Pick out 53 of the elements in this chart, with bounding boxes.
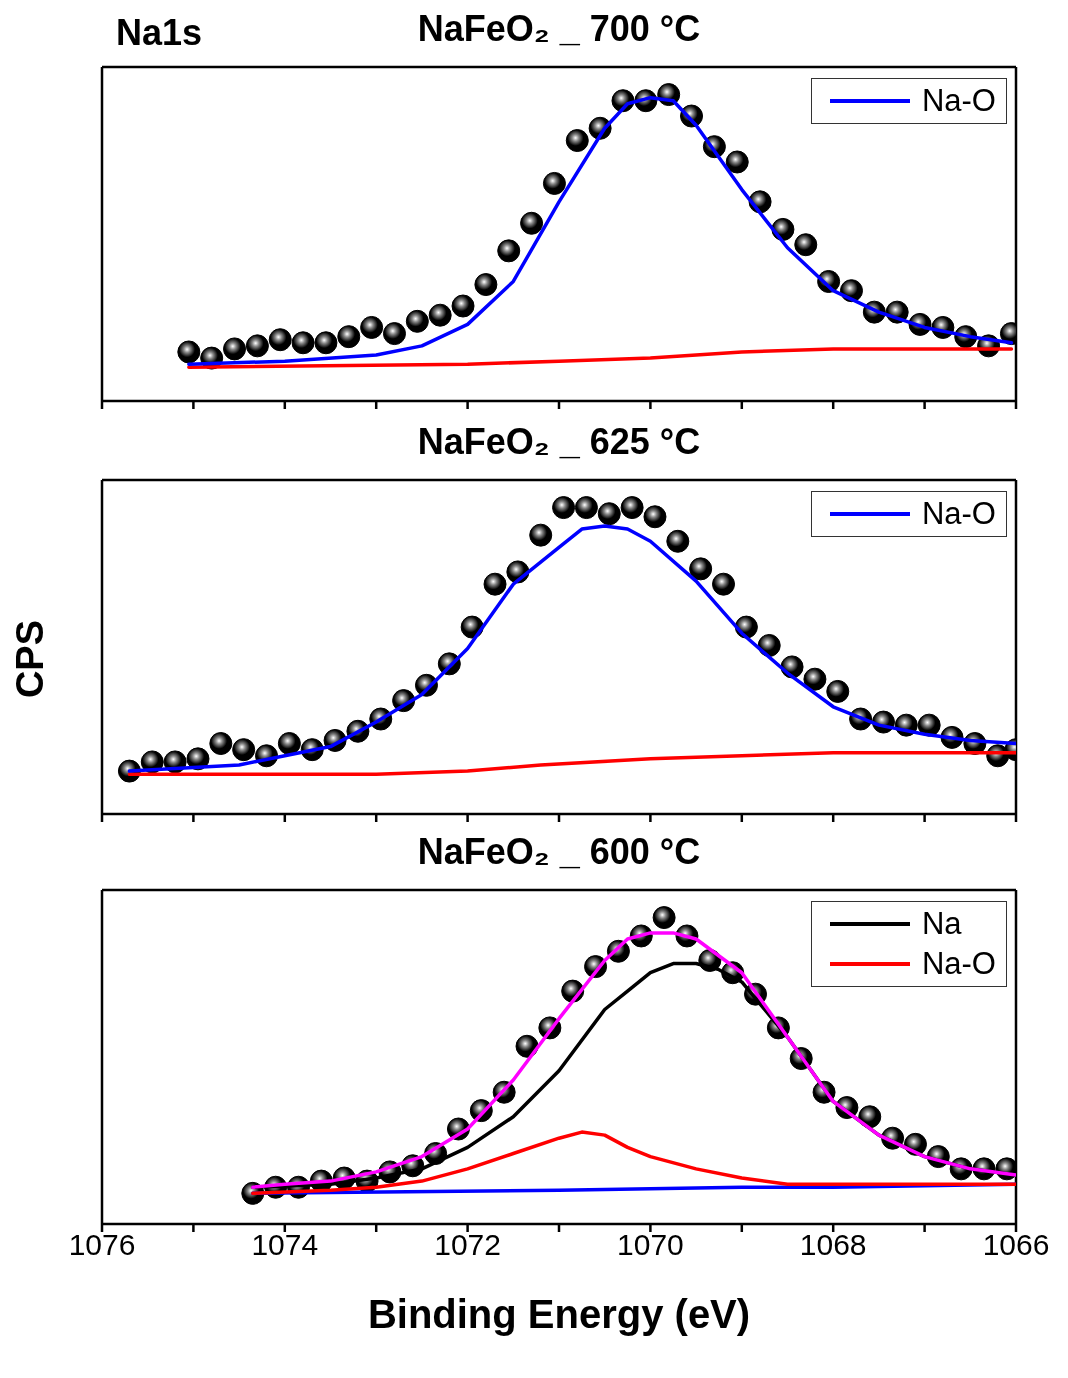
point bbox=[223, 337, 247, 361]
chart-title: NaFeO₂ _ 600 °C bbox=[416, 830, 702, 874]
legend-label: Na-O bbox=[921, 83, 996, 119]
legend-label: Na-O bbox=[921, 946, 996, 982]
point bbox=[474, 273, 498, 297]
point bbox=[268, 328, 292, 352]
point bbox=[277, 732, 301, 756]
point bbox=[232, 738, 256, 762]
point bbox=[652, 906, 676, 930]
point bbox=[552, 496, 576, 520]
point bbox=[515, 1034, 539, 1058]
text: Na1s bbox=[116, 12, 203, 54]
point bbox=[620, 496, 644, 520]
point bbox=[542, 171, 566, 195]
point bbox=[520, 211, 544, 235]
point bbox=[803, 667, 827, 691]
x-tick-label: 1068 bbox=[799, 1228, 867, 1262]
point bbox=[483, 572, 507, 596]
point bbox=[826, 679, 850, 703]
x-tick-label: 1072 bbox=[434, 1228, 501, 1262]
point bbox=[497, 239, 521, 263]
point bbox=[209, 732, 233, 756]
legend-label: Na-O bbox=[921, 496, 996, 532]
chart-title: NaFeO₂ _ 700 °C bbox=[417, 8, 701, 49]
point bbox=[794, 233, 818, 257]
y-axis-title: CPS bbox=[8, 619, 52, 699]
point bbox=[405, 309, 429, 333]
point bbox=[643, 505, 667, 529]
point bbox=[666, 529, 690, 553]
point bbox=[314, 331, 338, 355]
point bbox=[725, 150, 749, 174]
point bbox=[360, 315, 384, 339]
x-tick-label: 1070 bbox=[617, 1228, 684, 1262]
point bbox=[917, 713, 941, 737]
point bbox=[291, 331, 315, 355]
point bbox=[177, 340, 201, 364]
legend-label: Na bbox=[921, 906, 962, 942]
x-tick-label: 1066 bbox=[982, 1228, 1050, 1262]
x-tick-label: 1074 bbox=[251, 1228, 319, 1262]
point bbox=[428, 303, 452, 327]
point bbox=[529, 523, 553, 547]
point bbox=[337, 325, 361, 349]
x-tick-label: 1076 bbox=[68, 1228, 136, 1262]
chart-title: NaFeO₂ _ 625 °C bbox=[416, 420, 702, 464]
point bbox=[712, 572, 736, 596]
point bbox=[382, 322, 406, 346]
point bbox=[597, 502, 621, 526]
x-axis-title: Binding Energy (eV) bbox=[366, 1292, 752, 1337]
point bbox=[574, 496, 598, 520]
point bbox=[565, 129, 589, 153]
point bbox=[245, 334, 269, 358]
point bbox=[689, 557, 713, 581]
point bbox=[451, 294, 475, 318]
